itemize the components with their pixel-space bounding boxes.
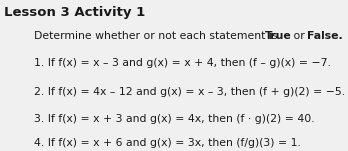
Text: 2. If f(x) = 4x – 12 and g(x) = x – 3, then (f + g)(2) = −5.: 2. If f(x) = 4x – 12 and g(x) = x – 3, t… [34, 87, 345, 97]
Text: Determine whether or not each statement is: Determine whether or not each statement … [34, 31, 281, 41]
Text: 4. If f(x) = x + 6 and g(x) = 3x, then (f/g)(3) = 1.: 4. If f(x) = x + 6 and g(x) = 3x, then (… [34, 138, 301, 148]
Text: or: or [290, 31, 308, 41]
Text: 1. If f(x) = x – 3 and g(x) = x + 4, then (f – g)(x) = −7.: 1. If f(x) = x – 3 and g(x) = x + 4, the… [34, 58, 331, 67]
Text: True: True [265, 31, 292, 41]
Text: 3. If f(x) = x + 3 and g(x) = 4x, then (f · g)(2) = 40.: 3. If f(x) = x + 3 and g(x) = 4x, then (… [34, 114, 315, 124]
Text: Lesson 3 Activity 1: Lesson 3 Activity 1 [4, 6, 145, 19]
Text: False.: False. [307, 31, 343, 41]
